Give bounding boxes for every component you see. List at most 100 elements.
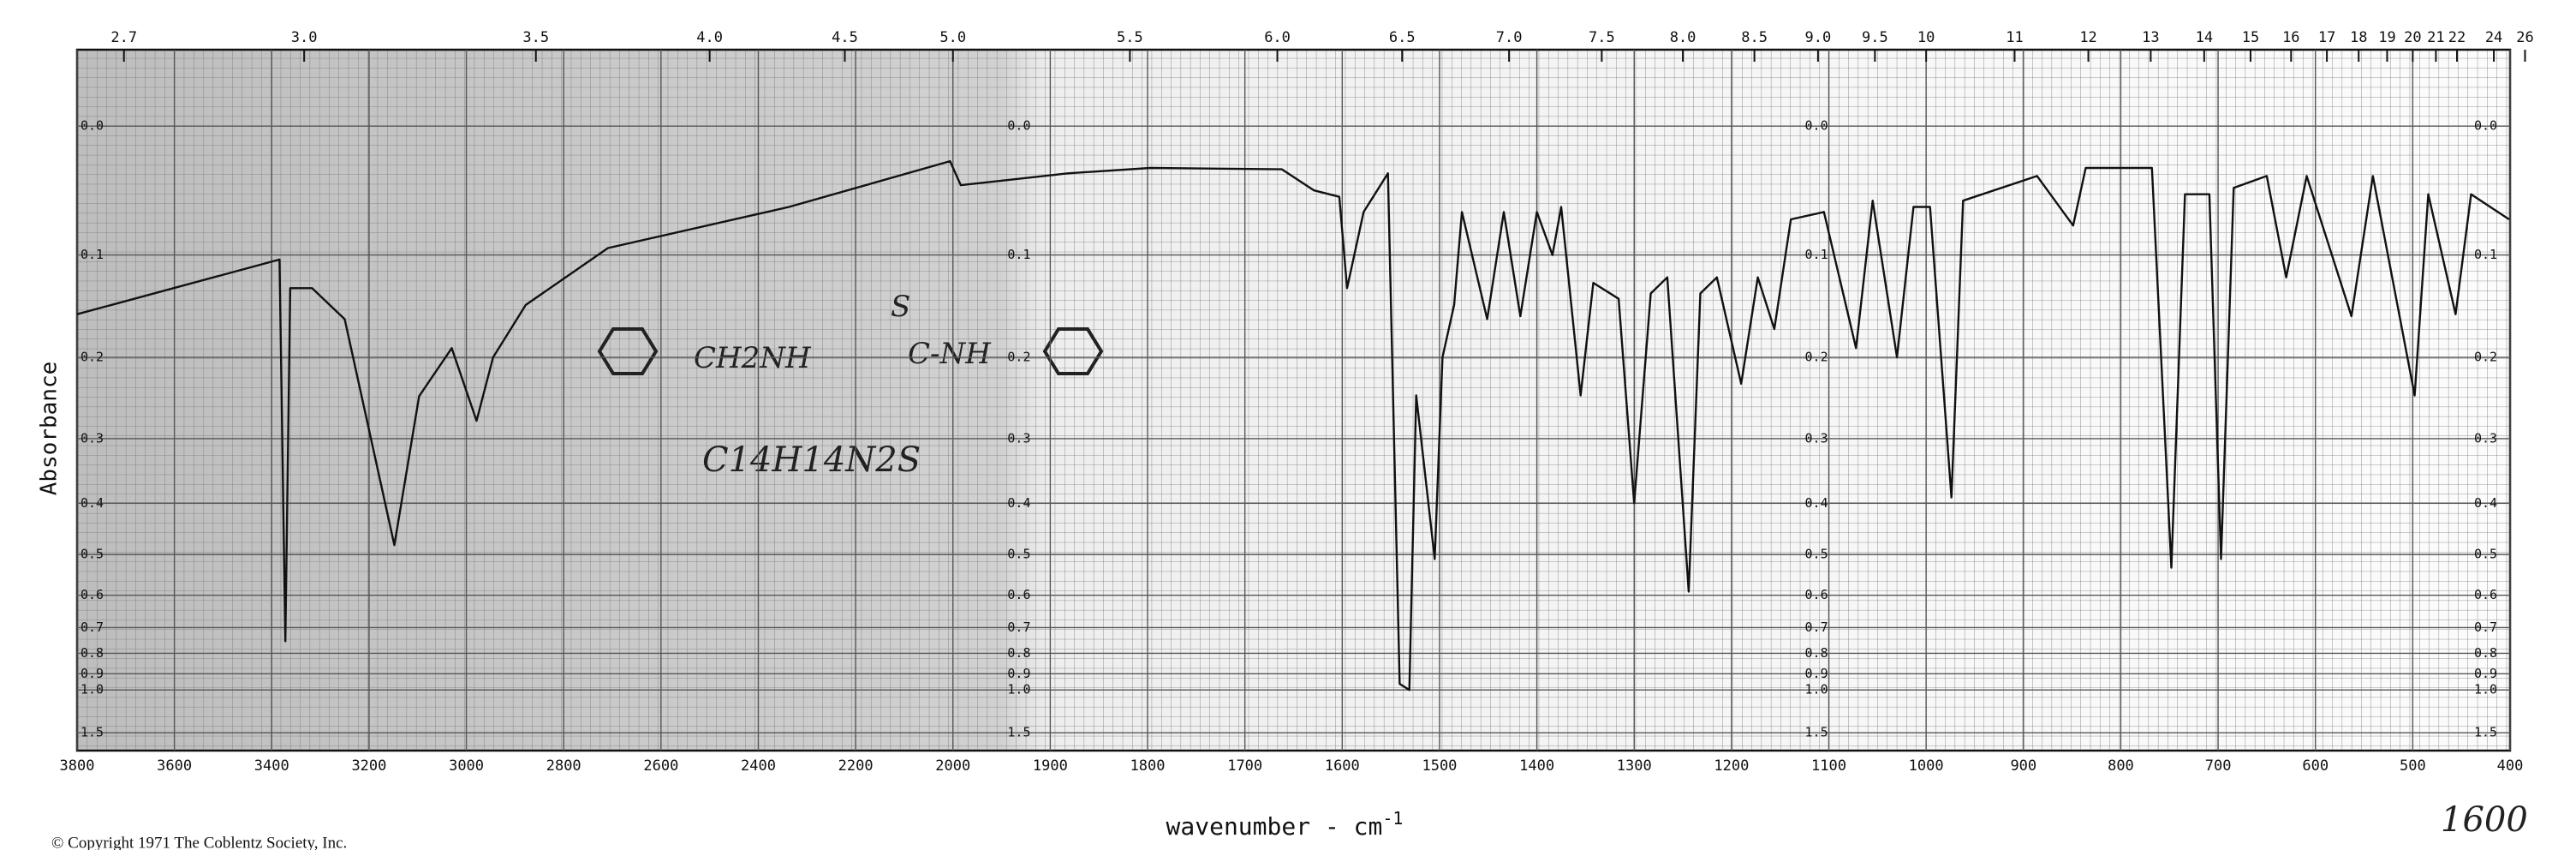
x2-tick-label: 6.5 (1389, 29, 1416, 46)
y-tick-label: 0.4 (80, 495, 104, 511)
x-tick-label: 2800 (546, 757, 581, 775)
x-tick-label: 1400 (1519, 757, 1554, 775)
y-tick-label: 0.4 (1007, 495, 1030, 511)
x-tick-label: 2400 (741, 757, 776, 775)
x2-tick-label: 12 (2079, 29, 2096, 46)
y-tick-label: 0.0 (80, 118, 104, 134)
y-tick-label: 0.9 (80, 666, 104, 681)
structure-text: C-NH (908, 337, 992, 371)
y-tick-label: 0.4 (1805, 495, 1828, 511)
y-tick-label: 0.3 (1805, 430, 1828, 446)
x2-tick-label: 5.5 (1117, 29, 1143, 46)
x-axis-label-sup: -1 (1382, 808, 1403, 829)
x-tick-label: 2200 (838, 757, 874, 775)
x-tick-label: 1500 (1422, 757, 1457, 775)
y-tick-label: 0.2 (1007, 350, 1030, 365)
benzene-ring (1042, 327, 1104, 375)
y-tick-label: 0.1 (1805, 247, 1828, 262)
benzene-ring (597, 327, 659, 375)
x-tick-label: 1900 (1033, 757, 1068, 775)
y-tick-label: 0.1 (80, 247, 104, 262)
x2-tick-label: 24 (2485, 29, 2502, 46)
y-tick-label: 1.0 (1805, 682, 1828, 697)
y-tick-label: 0.5 (1805, 547, 1828, 562)
x-axis-label: wavenumber - cm-1 (1166, 808, 1404, 841)
x-tick-label: 1200 (1714, 757, 1749, 775)
x-tick-label: 3800 (60, 757, 95, 775)
x-tick-label: 1100 (1811, 757, 1846, 775)
x2-tick-label: 14 (2196, 29, 2213, 46)
x-tick-label: 800 (2108, 757, 2134, 775)
y-tick-label: 0.2 (2474, 350, 2497, 365)
x2-tick-label: 22 (2448, 29, 2466, 46)
y-tick-label: 0.9 (1805, 666, 1828, 681)
x-tick-label: 3600 (157, 757, 192, 775)
y-tick-label: 1.0 (80, 682, 104, 697)
y-tick-label: 1.5 (1007, 725, 1030, 740)
y-tick-label: 0.7 (1007, 620, 1030, 635)
y-tick-label: 0.8 (2474, 645, 2497, 661)
x-axis-label-main: wavenumber - cm (1166, 812, 1383, 841)
structure-text: S (891, 290, 910, 324)
x-tick-label: 1600 (1325, 757, 1360, 775)
y-tick-label: 0.2 (1805, 350, 1828, 365)
x2-tick-label: 3.0 (291, 29, 318, 46)
x2-tick-label: 11 (2006, 29, 2023, 46)
x-tick-label: 700 (2205, 757, 2232, 775)
handwritten-number: 1600 (2441, 800, 2528, 840)
x-tick-label: 1700 (1227, 757, 1262, 775)
x2-tick-label: 5.0 (939, 29, 966, 46)
y-tick-label: 0.6 (1007, 587, 1030, 602)
x2-tick-label: 17 (2318, 29, 2335, 46)
x-tick-label: 2000 (935, 757, 970, 775)
y-axis-label: Absorbance (37, 362, 63, 496)
x-tick-label: 2600 (643, 757, 678, 775)
y-tick-label: 0.1 (1007, 247, 1030, 262)
copyright: © Copyright 1971 The Coblentz Society, I… (51, 834, 347, 850)
y-tick-label: 0.7 (1805, 620, 1828, 635)
y-tick-label: 0.8 (1007, 645, 1030, 661)
x2-tick-label: 21 (2427, 29, 2444, 46)
x2-tick-label: 10 (1917, 29, 1935, 46)
y-tick-label: 1.5 (2474, 725, 2497, 740)
x2-tick-label: 26 (2516, 29, 2533, 46)
x-tick-label: 3000 (449, 757, 484, 775)
y-tick-label: 0.8 (80, 645, 104, 661)
x2-tick-label: 3.5 (522, 29, 549, 46)
x-tick-label: 900 (2010, 757, 2036, 775)
y-tick-label: 0.7 (2474, 620, 2497, 635)
x-tick-label: 1000 (1909, 757, 1944, 775)
y-tick-label: 0.6 (1805, 587, 1828, 602)
x2-tick-label: 16 (2282, 29, 2299, 46)
x2-tick-label: 7.5 (1589, 29, 1615, 46)
y-tick-label: 1.5 (80, 725, 104, 740)
x2-tick-label: 2.7 (110, 29, 137, 46)
x2-tick-label: 9.0 (1805, 29, 1832, 46)
x2-tick-label: 15 (2242, 29, 2259, 46)
spectrum-line (76, 159, 2510, 691)
x-tick-label: 3400 (254, 757, 289, 775)
x-tick-label: 500 (2400, 757, 2426, 775)
y-tick-label: 0.4 (2474, 495, 2497, 511)
x-tick-label: 400 (2497, 757, 2524, 775)
y-tick-label: 0.3 (1007, 430, 1030, 446)
y-tick-label: 0.6 (2474, 587, 2497, 602)
y-tick-label: 0.5 (80, 547, 104, 562)
y-tick-label: 1.0 (1007, 682, 1030, 697)
y-tick-label: 0.1 (2474, 247, 2497, 262)
y-tick-label: 0.0 (1007, 118, 1030, 134)
x2-tick-label: 6.0 (1264, 29, 1291, 46)
x-tick-label: 1800 (1130, 757, 1166, 775)
x2-tick-label: 18 (2350, 29, 2367, 46)
x2-tick-label: 8.5 (1741, 29, 1768, 46)
y-tick-label: 0.5 (2474, 547, 2497, 562)
x-tick-label: 3200 (351, 757, 386, 775)
plot-fine-grid (77, 50, 2510, 751)
x2-tick-label: 19 (2378, 29, 2395, 46)
y-tick-label: 0.0 (1805, 118, 1828, 134)
y-tick-label: 1.0 (2474, 682, 2497, 697)
x2-tick-label: 4.0 (696, 29, 723, 46)
y-tick-label: 1.5 (1805, 725, 1828, 740)
x2-tick-label: 20 (2404, 29, 2421, 46)
